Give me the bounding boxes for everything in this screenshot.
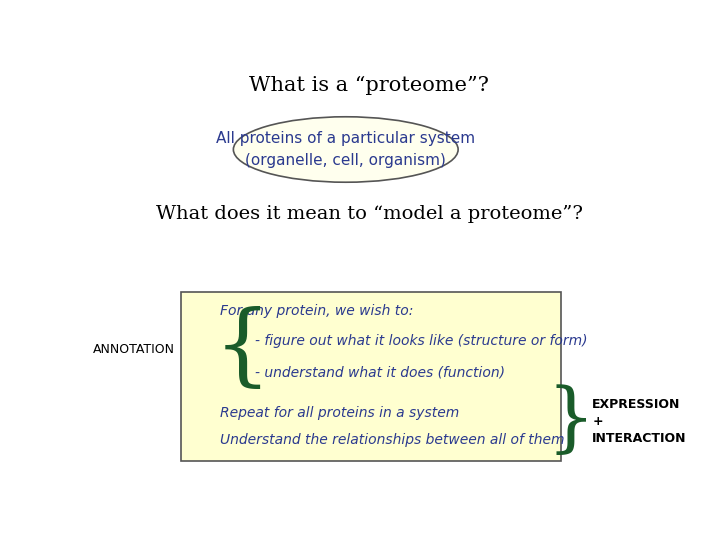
Text: Understand the relationships between all of them: Understand the relationships between all…: [220, 433, 564, 447]
Text: ANNOTATION: ANNOTATION: [94, 343, 175, 356]
Text: {: {: [213, 306, 271, 393]
Text: All proteins of a particular system
(organelle, cell, organism): All proteins of a particular system (org…: [216, 131, 475, 168]
Text: For any protein, we wish to:: For any protein, we wish to:: [220, 303, 413, 318]
FancyBboxPatch shape: [181, 292, 561, 461]
Ellipse shape: [233, 117, 458, 182]
Text: }: }: [546, 384, 595, 458]
Text: EXPRESSION
+
INTERACTION: EXPRESSION + INTERACTION: [593, 398, 687, 445]
Text: - figure out what it looks like (structure or form): - figure out what it looks like (structu…: [255, 334, 588, 348]
Text: What does it mean to “model a proteome”?: What does it mean to “model a proteome”?: [156, 205, 582, 223]
Text: Repeat for all proteins in a system: Repeat for all proteins in a system: [220, 406, 459, 420]
Text: What is a “proteome”?: What is a “proteome”?: [249, 76, 489, 96]
Text: - understand what it does (function): - understand what it does (function): [255, 365, 505, 379]
